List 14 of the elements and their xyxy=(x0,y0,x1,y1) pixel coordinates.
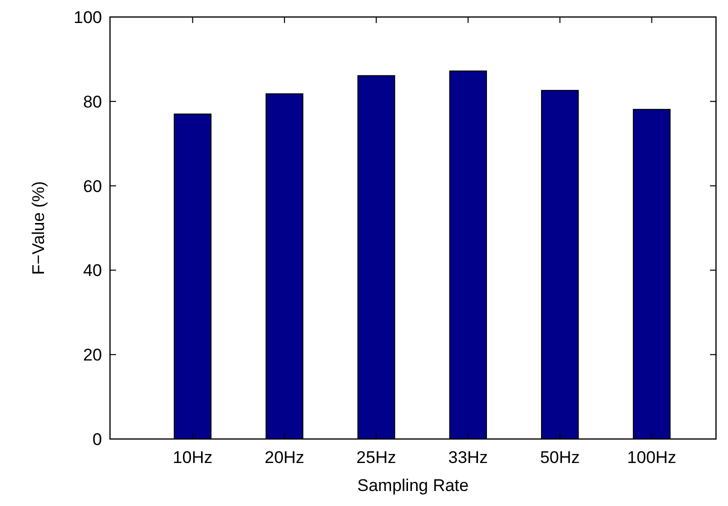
x-tick-label: 25Hz xyxy=(356,448,396,467)
y-tick-label: 40 xyxy=(83,261,102,280)
y-tick-label: 80 xyxy=(83,92,102,112)
y-tick-label: 60 xyxy=(83,176,102,196)
x-tick-label: 50Hz xyxy=(540,448,580,467)
y-tick-label: 0 xyxy=(92,430,102,449)
x-tick-label: 10Hz xyxy=(172,448,212,467)
y-tick-label: 100 xyxy=(74,8,102,27)
x-tick-label: 33Hz xyxy=(448,448,488,467)
x-axis-title: Sampling Rate xyxy=(357,476,469,495)
y-tick-label: 20 xyxy=(83,346,102,365)
x-tick-label: 100Hz xyxy=(627,448,676,467)
x-tick-label: 20Hz xyxy=(264,448,304,467)
y-axis-title: F−Value (%) xyxy=(29,181,48,275)
